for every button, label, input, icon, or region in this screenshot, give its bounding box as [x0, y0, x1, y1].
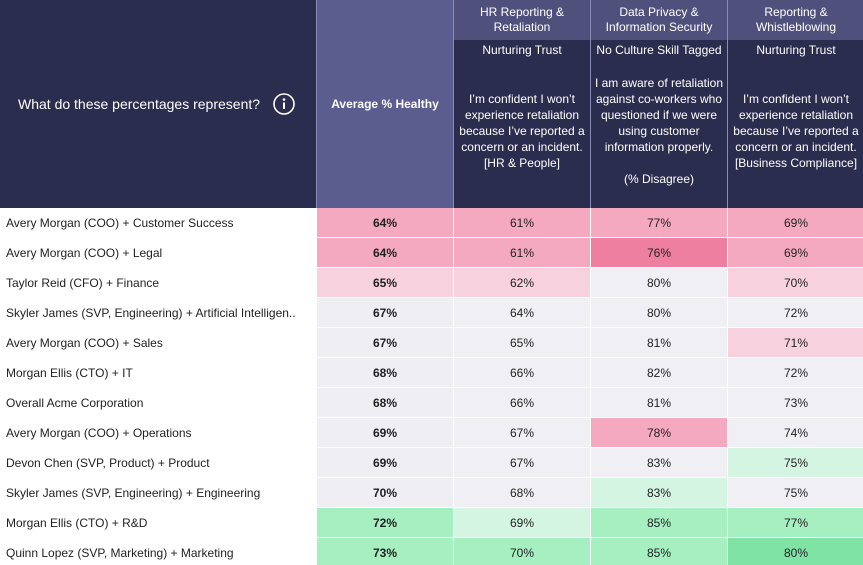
metric-cell: 83%: [590, 478, 727, 508]
average-cell: 73%: [316, 538, 453, 565]
metric-cell: 75%: [727, 478, 863, 508]
average-cell: 64%: [316, 208, 453, 238]
average-header: Average % Healthy: [316, 0, 453, 208]
row-label: Avery Morgan (COO) + Operations: [0, 418, 316, 448]
column-tag: No Culture Skill Tagged: [596, 43, 722, 57]
metric-cell: 66%: [453, 358, 590, 388]
metric-cell: 85%: [590, 508, 727, 538]
average-cell: 72%: [316, 508, 453, 538]
average-cell: 69%: [316, 448, 453, 478]
column-body: I’m confident I won’t experience retalia…: [454, 60, 590, 208]
row-label: Devon Chen (SVP, Product) + Product: [0, 448, 316, 478]
column-title: HR Reporting & Retaliation: [454, 0, 590, 40]
metric-cell: 71%: [727, 328, 863, 358]
metric-cell: 70%: [453, 538, 590, 565]
metric-cell: 80%: [590, 298, 727, 328]
metric-cell: 64%: [453, 298, 590, 328]
column-description: I’m confident I won’t experience retalia…: [733, 92, 859, 170]
average-cell: 67%: [316, 298, 453, 328]
average-cell: 68%: [316, 388, 453, 418]
row-label: Quinn Lopez (SVP, Marketing) + Marketing: [0, 538, 316, 565]
column-note: (% Disagree): [623, 172, 695, 186]
metric-cell: 62%: [453, 268, 590, 298]
metric-cell: 85%: [590, 538, 727, 565]
metric-cell: 72%: [727, 358, 863, 388]
average-cell: 69%: [316, 418, 453, 448]
metric-cell: 81%: [590, 328, 727, 358]
metric-cell: 76%: [590, 238, 727, 268]
average-cell: 64%: [316, 238, 453, 268]
row-label: Avery Morgan (COO) + Customer Success: [0, 208, 316, 238]
column-description: I am aware of retaliation against co-wor…: [594, 76, 724, 154]
metric-cell: 73%: [727, 388, 863, 418]
column-body: I’m confident I won’t experience retalia…: [728, 60, 863, 208]
column-header: Data Privacy & Information Security No Cu…: [590, 0, 727, 208]
metric-cell: 77%: [590, 208, 727, 238]
metric-cell: 83%: [590, 448, 727, 478]
metric-cell: 61%: [453, 208, 590, 238]
column-description: I’m confident I won’t experience retalia…: [459, 92, 585, 170]
info-icon[interactable]: [272, 92, 296, 116]
row-label: Taylor Reid (CFO) + Finance: [0, 268, 316, 298]
column-title: Data Privacy & Information Security: [591, 0, 727, 40]
average-cell: 67%: [316, 328, 453, 358]
metric-cell: 70%: [727, 268, 863, 298]
metric-cell: 67%: [453, 448, 590, 478]
metric-cell: 68%: [453, 478, 590, 508]
average-cell: 65%: [316, 268, 453, 298]
question-text: What do these percentages represent?: [18, 96, 261, 112]
column-body: I am aware of retaliation against co-wor…: [591, 60, 727, 208]
average-cell: 70%: [316, 478, 453, 508]
metric-cell: 77%: [727, 508, 863, 538]
row-label: Avery Morgan (COO) + Sales: [0, 328, 316, 358]
metric-cell: 67%: [453, 418, 590, 448]
column-title: Reporting & Whistleblowing: [728, 0, 863, 40]
row-label: Morgan Ellis (CTO) + IT: [0, 358, 316, 388]
metric-cell: 61%: [453, 238, 590, 268]
row-label: Overall Acme Corporation: [0, 388, 316, 418]
average-cell: 68%: [316, 358, 453, 388]
metric-cell: 82%: [590, 358, 727, 388]
metric-cell: 81%: [590, 388, 727, 418]
column-header: Reporting & Whistleblowing Nurturing Trus…: [727, 0, 863, 208]
row-label: Skyler James (SVP, Engineering) + Artifi…: [0, 298, 316, 328]
row-label: Avery Morgan (COO) + Legal: [0, 238, 316, 268]
column-header: HR Reporting & Retaliation Nurturing Trus…: [453, 0, 590, 208]
row-label: Morgan Ellis (CTO) + R&D: [0, 508, 316, 538]
metric-cell: 69%: [727, 238, 863, 268]
metric-cell: 80%: [727, 538, 863, 565]
metric-cell: 69%: [453, 508, 590, 538]
column-tag: Nurturing Trust: [482, 43, 562, 57]
metric-cell: 69%: [727, 208, 863, 238]
metric-cell: 66%: [453, 388, 590, 418]
column-tag: Nurturing Trust: [756, 43, 836, 57]
metric-cell: 65%: [453, 328, 590, 358]
metric-cell: 72%: [727, 298, 863, 328]
metric-cell: 75%: [727, 448, 863, 478]
header-question: What do these percentages represent?: [0, 0, 316, 208]
row-label: Skyler James (SVP, Engineering) + Engine…: [0, 478, 316, 508]
metric-cell: 80%: [590, 268, 727, 298]
metric-cell: 78%: [590, 418, 727, 448]
metric-cell: 74%: [727, 418, 863, 448]
